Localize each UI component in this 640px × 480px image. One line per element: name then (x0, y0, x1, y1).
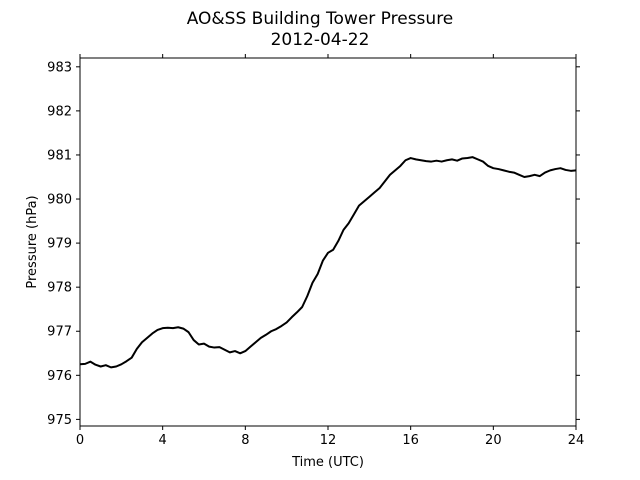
chart-title: AO&SS Building Tower Pressure (187, 9, 454, 29)
axis-ticks: 0 4 8 12 16 20 24 975 976 977 978 979 980 981 982 983 (47, 54, 584, 448)
y-tick-label: 977 (47, 325, 72, 340)
y-tick-label: 975 (47, 413, 72, 428)
y-axis-label: Pressure (hPa) (25, 195, 40, 288)
x-axis-label: Time (UTC) (291, 455, 364, 470)
y-tick-label: 979 (47, 237, 72, 252)
x-tick-label: 12 (320, 433, 337, 448)
x-tick-label: 4 (159, 433, 167, 448)
y-tick-label: 980 (47, 193, 72, 208)
chart-subtitle: 2012-04-22 (271, 30, 370, 50)
x-tick-label: 0 (76, 433, 84, 448)
pressure-series-line (79, 156, 577, 369)
plot-frame (79, 57, 577, 427)
x-tick-label: 16 (402, 433, 419, 448)
x-tick-label: 8 (241, 433, 249, 448)
y-tick-label: 982 (47, 104, 72, 119)
y-tick-label: 978 (47, 281, 72, 296)
x-tick-label: 20 (485, 433, 502, 448)
y-tick-label: 983 (47, 60, 72, 75)
y-tick-label: 981 (47, 148, 72, 163)
y-tick-label: 976 (47, 369, 72, 384)
x-tick-label: 24 (568, 433, 585, 448)
